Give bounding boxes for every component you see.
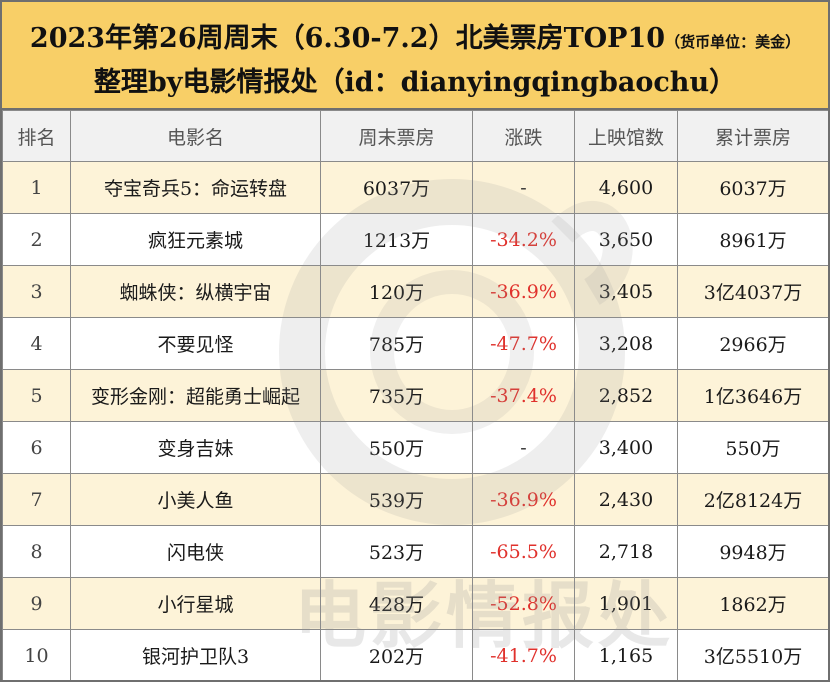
cell-rank: 2 — [2, 213, 71, 266]
cell-rank: 7 — [2, 473, 71, 526]
table-body: 1 夺宝奇兵5：命运转盘 6037万 -4,600 6037万 2 疯狂元素城 1213万 -3… — [2, 161, 828, 680]
cell-weekend-gross: 428万 — [320, 577, 473, 630]
page-subtitle: 整理by电影情报处（id：dianyingqingbaochu） — [93, 67, 737, 98]
box-office-table: 排名 电影名 周末票房 涨跌 上映馆数 累计票房 1 夺宝奇兵5：命运转盘 6037… — [2, 110, 828, 680]
cell-total-gross: 1亿3646万 — [677, 369, 828, 422]
cell-change: - — [472, 421, 575, 474]
cell-rank: 8 — [2, 525, 71, 578]
cell-rank: 1 — [2, 161, 71, 214]
table-row: 4 不要见怪 785万 -47.7% 3,208 2966万 — [2, 317, 828, 370]
header-banner: 2023年第26周周末（6.30-7.2）北美票房TOP10（货币单位：美金） … — [2, 2, 828, 110]
cell-total-gross: 6037万 — [677, 161, 828, 214]
cell-movie-title: 小行星城 — [70, 577, 321, 630]
column-header-total-gross: 累计票房 — [677, 110, 828, 162]
table-row: 7 小美人鱼 539万 -36.9% 2,430 2亿8124万 — [2, 473, 828, 526]
cell-total-gross: 1862万 — [677, 577, 828, 630]
cell-change: -36.9% — [472, 473, 575, 526]
cell-rank: 5 — [2, 369, 71, 422]
column-header-title: 电影名 — [70, 110, 321, 162]
cell-change: -65.5% — [472, 525, 575, 578]
cell-theaters: 1,165 — [574, 629, 678, 680]
column-header-change: 涨跌 — [472, 110, 575, 162]
cell-weekend-gross: 6037万 — [320, 161, 473, 214]
cell-change: -36.9% — [472, 265, 575, 318]
cell-theaters: 2,718 — [574, 525, 678, 578]
cell-total-gross: 2966万 — [677, 317, 828, 370]
cell-theaters: 4,600 — [574, 161, 678, 214]
cell-rank: 4 — [2, 317, 71, 370]
cell-weekend-gross: 1213万 — [320, 213, 473, 266]
table-header-row: 排名 电影名 周末票房 涨跌 上映馆数 累计票房 — [2, 110, 828, 162]
cell-movie-title: 闪电侠 — [70, 525, 321, 578]
cell-movie-title: 小美人鱼 — [70, 473, 321, 526]
page-title: 2023年第26周周末（6.30-7.2）北美票房TOP10（货币单位：美金） — [2, 16, 828, 55]
currency-unit-note: （货币单位：美金） — [665, 33, 801, 51]
column-header-rank: 排名 — [2, 110, 71, 162]
table-row: 9 小行星城 428万 -52.8% 1,901 1862万 — [2, 577, 828, 630]
table-row: 5 变形金刚：超能勇士崛起 735万 -37.4% 2,852 1亿3646万 — [2, 369, 828, 422]
cell-movie-title: 变形金刚：超能勇士崛起 — [70, 369, 321, 422]
cell-total-gross: 3亿4037万 — [677, 265, 828, 318]
cell-change: -37.4% — [472, 369, 575, 422]
cell-change: - — [472, 161, 575, 214]
cell-change: -34.2% — [472, 213, 575, 266]
cell-theaters: 2,852 — [574, 369, 678, 422]
cell-theaters: 3,650 — [574, 213, 678, 266]
table-row: 6 变身吉妹 550万 -3,400 550万 — [2, 421, 828, 474]
cell-theaters: 2,430 — [574, 473, 678, 526]
cell-theaters: 3,405 — [574, 265, 678, 318]
cell-total-gross: 3亿5510万 — [677, 629, 828, 680]
title-main: 2023年第26周周末（6.30-7.2）北美票房TOP10 — [29, 23, 666, 54]
cell-change: -41.7% — [472, 629, 575, 680]
table-row: 8 闪电侠 523万 -65.5% 2,718 9948万 — [2, 525, 828, 578]
cell-weekend-gross: 120万 — [320, 265, 473, 318]
table-row: 3 蜘蛛侠：纵横宇宙 120万 -36.9% 3,405 3亿4037万 — [2, 265, 828, 318]
cell-movie-title: 不要见怪 — [70, 317, 321, 370]
cell-movie-title: 蜘蛛侠：纵横宇宙 — [70, 265, 321, 318]
cell-movie-title: 变身吉妹 — [70, 421, 321, 474]
cell-rank: 9 — [2, 577, 71, 630]
cell-movie-title: 银河护卫队3 — [70, 629, 321, 680]
cell-movie-title: 夺宝奇兵5：命运转盘 — [70, 161, 321, 214]
cell-weekend-gross: 523万 — [320, 525, 473, 578]
column-header-theaters: 上映馆数 — [574, 110, 678, 162]
cell-rank: 10 — [2, 629, 71, 680]
cell-weekend-gross: 785万 — [320, 317, 473, 370]
cell-weekend-gross: 550万 — [320, 421, 473, 474]
table-row: 2 疯狂元素城 1213万 -34.2% 3,650 8961万 — [2, 213, 828, 266]
cell-theaters: 1,901 — [574, 577, 678, 630]
cell-change: -52.8% — [472, 577, 575, 630]
table-row: 1 夺宝奇兵5：命运转盘 6037万 -4,600 6037万 — [2, 161, 828, 214]
cell-movie-title: 疯狂元素城 — [70, 213, 321, 266]
cell-weekend-gross: 539万 — [320, 473, 473, 526]
cell-total-gross: 8961万 — [677, 213, 828, 266]
cell-total-gross: 550万 — [677, 421, 828, 474]
column-header-weekend-gross: 周末票房 — [320, 110, 473, 162]
cell-theaters: 3,208 — [574, 317, 678, 370]
cell-rank: 6 — [2, 421, 71, 474]
cell-theaters: 3,400 — [574, 421, 678, 474]
cell-weekend-gross: 202万 — [320, 629, 473, 680]
cell-weekend-gross: 735万 — [320, 369, 473, 422]
cell-total-gross: 2亿8124万 — [677, 473, 828, 526]
cell-change: -47.7% — [472, 317, 575, 370]
cell-total-gross: 9948万 — [677, 525, 828, 578]
cell-rank: 3 — [2, 265, 71, 318]
table-row: 10 银河护卫队3 202万 -41.7% 1,165 3亿5510万 — [2, 629, 828, 680]
